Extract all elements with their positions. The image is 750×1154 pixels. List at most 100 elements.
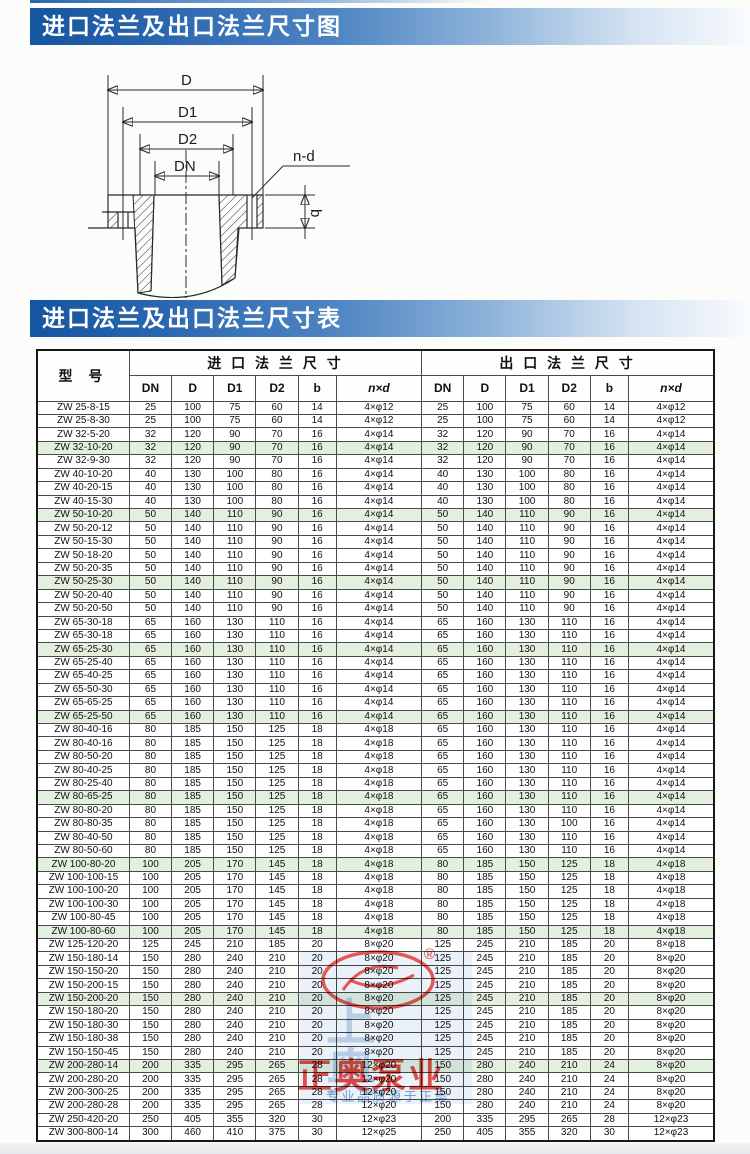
model-cell: ZW 200-280-20	[36, 1072, 130, 1087]
model-cell: ZW 200-280-28	[36, 1099, 130, 1114]
outlet-d1-cell: 110	[505, 588, 549, 604]
inlet-d2-cell: 110	[255, 709, 299, 725]
inlet-d2-cell: 145	[255, 857, 299, 872]
outlet-d2-cell: 110	[547, 722, 591, 738]
table-row: ZW 100-80-60 100 205 170 145 18 4×φ18 80 185 150 1…	[36, 924, 715, 940]
inlet-nxd-cell: 4×φ14	[335, 561, 423, 577]
outlet-d-cell: 140	[463, 534, 507, 550]
outlet-nxd-cell: 4×φ14	[627, 561, 715, 577]
inlet-b-cell: 30	[297, 1126, 337, 1142]
inlet-d-cell: 185	[171, 776, 215, 792]
outlet-d-cell: 160	[463, 803, 507, 819]
inlet-d1-cell: 110	[213, 521, 257, 536]
inlet-b-cell: 18	[297, 722, 337, 738]
inlet-d2-cell: 70	[255, 454, 299, 469]
outlet-d-cell: 245	[463, 991, 507, 1007]
table-row: ZW 100-100-20 100 205 170 145 18 4×φ18 80 185 150…	[36, 884, 715, 899]
outlet-dn-cell: 50	[421, 548, 465, 563]
outlet-d1-cell: 210	[505, 951, 549, 966]
model-cell: ZW 65-65-25	[36, 696, 130, 711]
inlet-dn-cell: 50	[128, 561, 173, 577]
inlet-d2-cell: 125	[255, 830, 299, 845]
outlet-b-cell: 16	[589, 817, 629, 832]
inlet-d2-cell: 210	[255, 1045, 299, 1060]
inlet-nxd-cell: 4×φ14	[335, 467, 423, 483]
inlet-d-cell: 280	[171, 1005, 215, 1020]
inlet-d1-header: D1	[213, 374, 257, 402]
inlet-d1-cell: 100	[213, 467, 257, 483]
inlet-dn-cell: 50	[128, 548, 173, 563]
table-row: ZW 200-300-25 200 335 295 265 28 12×φ20 150 280 2…	[36, 1085, 715, 1101]
outlet-nxd-cell: 8×φ20	[627, 951, 715, 966]
inlet-b-header: b	[297, 374, 337, 402]
outlet-d2-cell: 70	[547, 427, 591, 442]
inlet-d-header: D	[171, 374, 215, 402]
inlet-nxd-header: n×d	[335, 374, 423, 402]
inlet-b-cell: 16	[297, 454, 337, 469]
outlet-d2-cell: 125	[547, 870, 591, 886]
outlet-b-cell: 16	[589, 642, 629, 657]
outlet-b-cell: 16	[589, 521, 629, 536]
outlet-b-cell: 20	[589, 991, 629, 1007]
inlet-d-cell: 130	[171, 494, 215, 510]
outlet-d-cell: 140	[463, 521, 507, 536]
outlet-d-cell: 160	[463, 628, 507, 644]
outlet-b-cell: 20	[589, 978, 629, 993]
outlet-d-cell: 245	[463, 937, 507, 953]
inlet-b-cell: 20	[297, 991, 337, 1007]
outlet-d1-cell: 110	[505, 507, 549, 523]
table-row: ZW 80-65-25 80 185 150 125 18 4×φ18 65 160 130 110…	[36, 790, 715, 805]
inlet-d2-cell: 145	[255, 911, 299, 926]
inlet-d1-cell: 240	[213, 1045, 257, 1060]
outlet-dn-cell: 25	[421, 400, 465, 415]
table-row: ZW 65-30-18 65 160 130 110 16 4×φ14 65 160 130 110…	[36, 615, 715, 630]
outlet-d1-cell: 90	[505, 440, 549, 456]
outlet-d2-cell: 110	[547, 682, 591, 698]
outlet-dn-cell: 50	[421, 507, 465, 523]
inlet-d2-cell: 210	[255, 991, 299, 1007]
outlet-d2-cell: 265	[547, 1112, 591, 1128]
outlet-dn-cell: 65	[421, 682, 465, 698]
outlet-d1-cell: 130	[505, 736, 549, 751]
inlet-d1-cell: 355	[213, 1112, 257, 1128]
outlet-nxd-cell: 4×φ14	[627, 843, 715, 859]
outlet-d2-cell: 100	[547, 817, 591, 832]
inlet-d2-cell: 125	[255, 736, 299, 751]
inlet-nxd-cell: 4×φ14	[335, 642, 423, 657]
outlet-nxd-cell: 4×φ14	[627, 521, 715, 536]
model-cell: ZW 200-280-14	[36, 1058, 130, 1074]
inlet-b-cell: 16	[297, 615, 337, 630]
outlet-b-cell: 16	[589, 696, 629, 711]
inlet-b-cell: 18	[297, 736, 337, 751]
outlet-b-cell: 16	[589, 454, 629, 469]
inlet-nxd-cell: 4×φ14	[335, 494, 423, 510]
inlet-b-cell: 20	[297, 937, 337, 953]
outlet-b-cell: 16	[589, 749, 629, 765]
model-cell: ZW 65-25-40	[36, 655, 130, 671]
inlet-nxd-cell: 4×φ14	[335, 588, 423, 604]
inlet-dn-cell: 150	[128, 978, 173, 993]
inlet-d2-cell: 90	[255, 521, 299, 536]
outlet-b-cell: 18	[589, 870, 629, 886]
outlet-dn-cell: 65	[421, 763, 465, 778]
inlet-b-cell: 16	[297, 588, 337, 604]
outlet-dn-cell: 125	[421, 937, 465, 953]
inlet-dn-cell: 80	[128, 749, 173, 765]
inlet-b-cell: 18	[297, 911, 337, 926]
inlet-d2-cell: 210	[255, 964, 299, 980]
outlet-d2-header: D2	[547, 374, 591, 402]
outlet-b-cell: 24	[589, 1058, 629, 1074]
inlet-nxd-cell: 8×φ20	[335, 1005, 423, 1020]
inlet-d2-header: D2	[255, 374, 299, 402]
inlet-dn-cell: 50	[128, 588, 173, 604]
inlet-dn-cell: 100	[128, 924, 173, 940]
inlet-dn-cell: 65	[128, 669, 173, 684]
inlet-d1-cell: 100	[213, 494, 257, 510]
inlet-d1-cell: 170	[213, 924, 257, 940]
inlet-nxd-cell: 12×φ20	[335, 1099, 423, 1114]
outlet-d2-cell: 210	[547, 1072, 591, 1087]
inlet-d2-cell: 70	[255, 427, 299, 442]
inlet-d2-cell: 125	[255, 722, 299, 738]
model-cell: ZW 25-8-30	[36, 413, 130, 429]
model-cell: ZW 100-80-60	[36, 924, 130, 940]
